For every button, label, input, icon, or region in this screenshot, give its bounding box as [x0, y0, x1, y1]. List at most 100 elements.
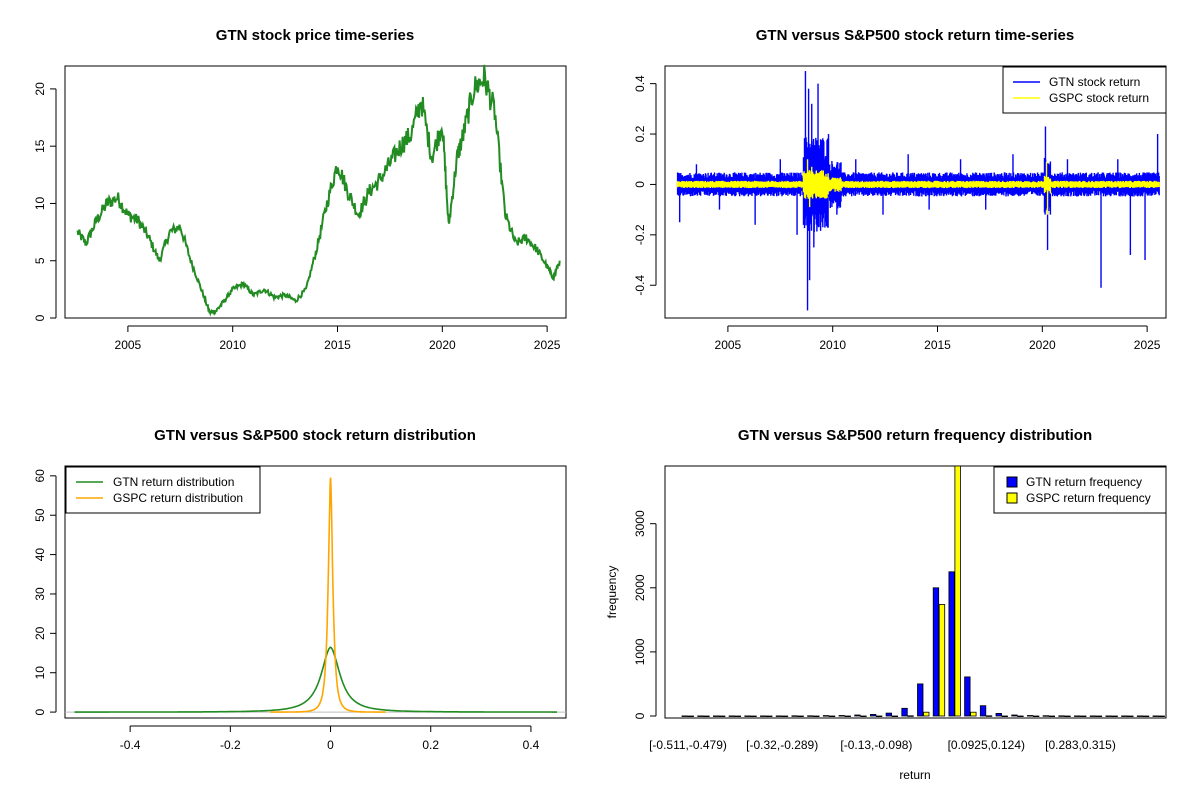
gspc-freq-bar	[844, 715, 851, 718]
y-tick-label: 0.4	[633, 75, 647, 92]
x-tick-label: [-0.32,-0.289)	[746, 738, 818, 752]
gtn-freq-bar	[854, 714, 861, 717]
x-tick-label: 2005	[715, 338, 742, 352]
gspc-density-line	[270, 477, 386, 713]
panel-price-timeseries: GTN stock price time-series 2005 2010 2015…	[33, 27, 567, 352]
y-axis-label: frequency	[605, 566, 619, 619]
gtn-freq-bar	[1121, 715, 1128, 717]
x-tick-label: 0.2	[422, 738, 439, 752]
gspc-freq-bar	[1048, 715, 1055, 718]
legend-swatch-gspc	[1006, 492, 1018, 504]
gspc-freq-bar	[1111, 715, 1118, 718]
price-series-line	[76, 64, 561, 317]
series-layer	[65, 477, 566, 713]
gspc-freq-bar	[828, 715, 836, 718]
x-tick-label: 2010	[819, 338, 846, 352]
x-tick-label: [-0.511,-0.479)	[649, 738, 727, 752]
x-tick-label: [-0.13,-0.098)	[840, 738, 912, 752]
x-axis: -0.4 -0.2 0 0.2 0.4	[120, 725, 540, 752]
gtn-freq-bar	[1136, 715, 1144, 717]
gtn-freq-bar	[807, 715, 814, 717]
y-tick-label: 0	[33, 708, 47, 715]
gspc-freq-bar	[750, 715, 757, 718]
gspc-freq-bar	[1142, 715, 1150, 718]
x-tick-label: -0.4	[120, 738, 141, 752]
gtn-freq-bar	[995, 713, 1002, 717]
gtn-freq-bar	[1089, 715, 1097, 717]
y-axis: 0 5 10 15 20	[33, 82, 57, 321]
gtn-freq-bar	[838, 715, 845, 717]
gspc-freq-bar	[734, 715, 741, 718]
gtn-freq-bar	[964, 676, 971, 717]
y-tick-label: 15	[33, 139, 47, 153]
legend-box	[993, 466, 1167, 514]
legend-label-gspc: GSPC return distribution	[113, 491, 243, 505]
gspc-freq-bar	[1064, 715, 1071, 718]
gspc-freq-bar	[938, 604, 946, 717]
gtn-freq-bar	[728, 715, 735, 717]
gtn-freq-bar	[775, 715, 783, 717]
y-tick-label: 30	[33, 587, 47, 601]
x-tick-label: 2010	[219, 338, 246, 352]
legend-box	[65, 466, 261, 514]
gtn-freq-bar	[791, 715, 798, 717]
gspc-freq-bar	[781, 715, 789, 718]
x-axis-label: return	[899, 768, 930, 782]
y-tick-label: 60	[33, 469, 47, 483]
y-tick-label: 10	[33, 196, 47, 210]
series-layer	[681, 465, 1165, 718]
gspc-freq-bar	[703, 715, 710, 718]
gtn-freq-bar	[948, 571, 955, 717]
gtn-freq-bar	[1011, 714, 1018, 717]
gtn-freq-bar	[744, 715, 751, 717]
gspc-freq-bar	[923, 711, 930, 717]
gspc-freq-bar	[813, 715, 820, 718]
gspc-freq-bar	[1127, 715, 1134, 718]
x-axis: 2005 2010 2015 2020 2025	[115, 325, 561, 352]
y-axis: 0 10 20 30 40 50 60	[33, 469, 57, 715]
x-tick-label: -0.2	[220, 738, 241, 752]
legend-label-gspc: GSPC return frequency	[1026, 491, 1151, 505]
gtn-freq-bar	[697, 715, 704, 717]
x-tick-label: 2025	[534, 338, 561, 352]
gspc-return-series	[676, 159, 1160, 215]
chart-title: GTN versus S&P500 return frequency distr…	[738, 427, 1092, 444]
gtn-freq-bar	[760, 715, 767, 717]
gtn-freq-bar	[1058, 715, 1065, 717]
y-tick-label: 5	[33, 257, 47, 264]
gspc-freq-bar	[985, 715, 993, 717]
plot-box	[664, 465, 1167, 719]
legend: GTN return frequency GSPC return frequen…	[993, 466, 1167, 514]
series-layer	[76, 64, 561, 317]
gspc-freq-bar	[860, 715, 867, 718]
gtn-freq-bar	[917, 683, 924, 717]
x-tick-label: 0.4	[523, 738, 540, 752]
legend-label-gtn: GTN stock return	[1049, 75, 1140, 89]
x-tick-label: 0	[327, 738, 334, 752]
y-tick-label: 2000	[633, 574, 647, 601]
gtn-freq-bar	[1105, 715, 1112, 717]
x-axis: [-0.511,-0.479) [-0.32,-0.289) [-0.13,-0.0…	[649, 738, 1116, 752]
chart-title: GTN versus S&P500 stock return distribut…	[154, 427, 476, 444]
plot-box	[64, 65, 567, 319]
gtn-freq-bar	[681, 715, 688, 717]
y-axis: -0.4 -0.2 0 0.2 0.4	[633, 75, 657, 296]
y-tick-label: 0	[633, 181, 647, 188]
y-tick-label: 40	[33, 548, 47, 562]
panel-return-density: GTN versus S&P500 stock return distribut…	[33, 427, 567, 752]
gspc-freq-bar	[1080, 715, 1087, 718]
gtn-freq-bar	[1074, 715, 1081, 717]
gtn-freq-bar	[901, 707, 908, 717]
gspc-freq-bar	[1017, 715, 1024, 718]
legend: GTN return distribution GSPC return dist…	[65, 466, 261, 514]
chart-title: GTN versus S&P500 stock return time-seri…	[756, 27, 1074, 44]
gspc-freq-bar	[797, 715, 804, 718]
x-tick-label: 2020	[429, 338, 456, 352]
gspc-freq-bar	[719, 715, 726, 718]
series-layer	[676, 71, 1160, 311]
y-tick-label: 10	[33, 666, 47, 680]
y-tick-label: 20	[33, 82, 47, 96]
y-tick-label: 0	[633, 712, 647, 719]
y-tick-label: -0.2	[633, 224, 647, 245]
